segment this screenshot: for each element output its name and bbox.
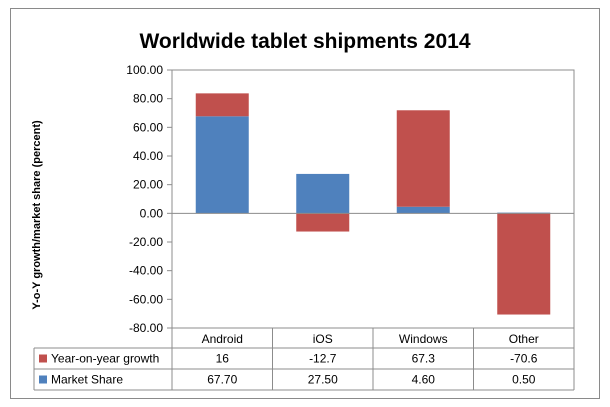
legend-swatch-share (39, 375, 47, 384)
legend-label-share: Market Share (51, 373, 123, 387)
y-tick-label: 100.00 (126, 63, 163, 77)
y-tick-label: -40.00 (129, 264, 163, 278)
category-label-android: Android (202, 332, 243, 346)
data-label-share: 67.70 (207, 373, 237, 387)
data-label-share: 27.50 (308, 373, 338, 387)
data-label-share: 0.50 (512, 373, 536, 387)
data-table: Android iOS Windows Other Year-on-year growt… (33, 328, 575, 391)
data-label-growth: 16 (216, 352, 230, 366)
legend-swatch-growth (39, 354, 47, 363)
legend-label-growth: Year-on-year growth (51, 352, 159, 366)
y-tick-label: 60.00 (133, 120, 163, 134)
y-tick-label: 0.00 (140, 206, 164, 220)
y-tick-label: 80.00 (133, 92, 163, 106)
bar-growth-ios (296, 213, 350, 232)
category-label-ios: iOS (313, 332, 333, 346)
data-label-growth: -12.7 (309, 352, 337, 366)
y-axis-label: Y-o-Y growth/market share (percent) (31, 120, 43, 310)
bar-share-ios (296, 173, 350, 214)
data-label-growth: -70.6 (510, 352, 538, 366)
bar-growth-other (497, 213, 551, 315)
y-tick-label: 20.00 (133, 178, 163, 192)
y-tick-label: -60.00 (129, 292, 163, 306)
y-tick-label: -20.00 (129, 235, 163, 249)
data-label-growth: 67.3 (412, 352, 436, 366)
bar-growth-windows (396, 110, 450, 207)
plot-area: 100.00 80.00 60.00 40.00 20.00 0.00 -20.00 -40.… (126, 63, 575, 335)
category-label-windows: Windows (399, 332, 448, 346)
y-tick-label: 40.00 (133, 149, 163, 163)
chart-title: Worldwide tablet shipments 2014 (139, 30, 470, 53)
y-tick-label: -80.00 (129, 321, 163, 335)
bar-share-windows (396, 206, 450, 214)
data-label-share: 4.60 (412, 373, 436, 387)
category-label-other: Other (509, 332, 539, 346)
bar-growth-android (195, 93, 249, 117)
bar-share-android (195, 116, 249, 214)
